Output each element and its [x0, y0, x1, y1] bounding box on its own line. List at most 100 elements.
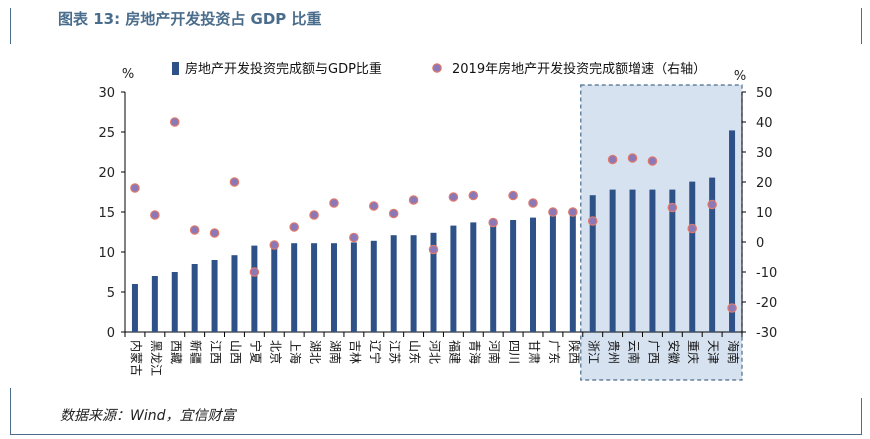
- bar: [549, 212, 556, 332]
- growth-dot: [209, 228, 220, 238]
- bar: [649, 189, 656, 332]
- category-label: 海南: [726, 340, 741, 364]
- growth-dot: [647, 156, 658, 166]
- legend-bar-label: 房地产开发投资完成额与GDP比重: [185, 61, 382, 77]
- category-label: 安徽: [666, 340, 681, 364]
- bar: [510, 220, 517, 332]
- left-tick-label: 10: [98, 246, 115, 261]
- growth-dot: [687, 223, 698, 234]
- category-label: 广西: [646, 340, 660, 364]
- growth-dot: [349, 232, 359, 243]
- legend: 房地产开发投资完成额与GDP比重 2019年房地产开发投资完成额增速（右轴）: [172, 61, 706, 77]
- right-axis-unit: %: [734, 69, 746, 84]
- growth-dot: [448, 192, 459, 202]
- bar: [350, 242, 357, 332]
- category-label: 江西: [209, 340, 223, 364]
- legend-dot-label: 2019年房地产开发投资完成额增速（右轴）: [452, 61, 706, 77]
- left-tick-label: 20: [98, 166, 115, 181]
- category-label: 重庆: [686, 340, 700, 364]
- growth-dot: [309, 210, 319, 220]
- growth-dot: [548, 207, 558, 217]
- category-label: 四川: [507, 340, 521, 364]
- bar: [609, 189, 616, 332]
- category-label: 黑龙江: [149, 340, 163, 376]
- right-tick-label: 50: [756, 86, 773, 101]
- bar: [669, 189, 676, 332]
- growth-dot: [289, 222, 299, 232]
- category-label: 陕西: [567, 340, 582, 364]
- category-label: 宁夏: [248, 340, 263, 364]
- left-tick-label: 25: [98, 126, 115, 141]
- growth-dot: [607, 154, 618, 165]
- category-label: 福建: [447, 340, 462, 364]
- growth-dot: [329, 198, 339, 208]
- bar: [490, 221, 497, 332]
- left-axis-unit: %: [122, 67, 134, 82]
- bar: [390, 235, 397, 332]
- category-label: 河南: [487, 340, 502, 364]
- highlight-box: [580, 84, 743, 381]
- bar: [171, 272, 178, 332]
- axes: 0 5 10 15 20 25 30 -30 -20 -10 0 10 20 30 40 50%%: [98, 67, 777, 341]
- category-label: 河北: [428, 340, 442, 364]
- right-tick-label: 40: [756, 116, 773, 131]
- category-label: 贵州: [607, 340, 621, 364]
- growth-dot: [508, 190, 518, 201]
- category-label: 北京: [268, 340, 282, 364]
- growth-dot: [587, 216, 598, 226]
- bottom-rule: [10, 434, 862, 435]
- bar: [191, 264, 198, 332]
- right-tick-label: 0: [756, 236, 764, 251]
- growth-dot: [528, 198, 538, 208]
- bar: [729, 130, 736, 332]
- legend-dot-swatch: [432, 63, 442, 73]
- growth-dot: [468, 190, 479, 201]
- bar: [370, 240, 377, 332]
- growth-dot: [667, 202, 678, 213]
- left-tick-label: 5: [107, 286, 115, 301]
- growth-dot: [428, 244, 439, 255]
- category-label: 新疆: [189, 340, 204, 364]
- category-label: 湖南: [328, 340, 343, 364]
- chart-title: 图表 13: 房地产开发投资占 GDP 比重: [58, 10, 322, 28]
- right-tick-label: -10: [756, 266, 777, 281]
- category-label: 吉林: [348, 340, 362, 364]
- bar: [271, 245, 278, 332]
- growth-dot: [727, 303, 737, 313]
- category-label: 广东: [547, 340, 561, 364]
- legend-bar-swatch: [172, 62, 179, 75]
- bar: [530, 217, 537, 332]
- left-tick-label: 15: [98, 206, 115, 221]
- growth-dot: [249, 267, 260, 277]
- bar: [430, 232, 437, 332]
- bar: [231, 255, 238, 332]
- bar: [689, 181, 696, 332]
- category-label: 天津: [706, 340, 720, 364]
- bar: [450, 225, 457, 332]
- bar: [211, 260, 218, 332]
- category-label: 湖北: [308, 340, 323, 364]
- category-label: 山西: [228, 340, 242, 364]
- right-tick-label: 10: [756, 206, 773, 221]
- category-label: 青海: [467, 340, 482, 364]
- growth-dot: [488, 217, 499, 228]
- bar: [410, 235, 417, 332]
- growth-dot: [269, 240, 280, 250]
- growth-dot: [627, 153, 638, 163]
- bar: [569, 210, 576, 332]
- bars-series: [131, 130, 736, 332]
- growth-dot: [150, 210, 160, 220]
- bar: [330, 243, 337, 332]
- category-label: 西藏: [169, 340, 183, 364]
- growth-dot: [368, 201, 379, 211]
- source-rule-right: [861, 398, 862, 434]
- source-note: 数据来源：Wind，宜信财富: [60, 408, 236, 424]
- category-label: 甘肃: [527, 340, 541, 364]
- category-label: 云南: [627, 340, 642, 364]
- bar: [629, 189, 636, 332]
- bar: [589, 195, 596, 332]
- growth-dot: [568, 207, 578, 217]
- growth-dot: [408, 195, 419, 205]
- left-tick-label: 0: [107, 326, 115, 341]
